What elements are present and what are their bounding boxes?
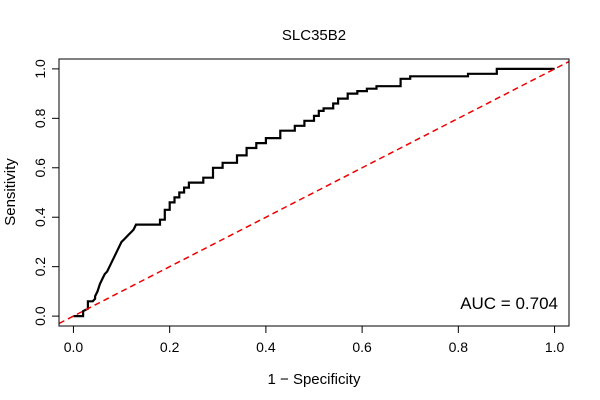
x-tick-label: 1.0 bbox=[545, 339, 565, 355]
x-axis: 0.0 0.2 0.4 0.6 0.8 1.0 bbox=[64, 326, 565, 355]
y-tick-label: 0.0 bbox=[32, 306, 48, 326]
x-axis-label: 1 − Specificity bbox=[268, 371, 361, 388]
x-tick-label: 0.4 bbox=[256, 339, 276, 355]
reference-diagonal-line bbox=[58, 60, 570, 325]
y-tick-label: 0.4 bbox=[32, 207, 48, 227]
plot-area bbox=[58, 58, 570, 327]
series-layer bbox=[58, 60, 570, 325]
y-axis-label: Sensitivity bbox=[2, 158, 19, 226]
y-tick-label: 0.2 bbox=[32, 257, 48, 277]
y-axis: 0.0 0.2 0.4 0.6 0.8 1.0 bbox=[32, 59, 59, 326]
x-tick-label: 0.2 bbox=[160, 339, 180, 355]
y-tick-label: 1.0 bbox=[32, 59, 48, 79]
x-tick-label: 0.0 bbox=[64, 339, 84, 355]
chart-title: SLC35B2 bbox=[282, 27, 346, 44]
roc-curve-line bbox=[73, 67, 555, 318]
y-tick-label: 0.6 bbox=[32, 158, 48, 178]
plot-frame bbox=[58, 58, 570, 327]
x-tick-label: 0.6 bbox=[352, 339, 372, 355]
y-tick-label: 0.8 bbox=[32, 108, 48, 128]
auc-annotation: AUC = 0.704 bbox=[460, 294, 558, 313]
x-tick-label: 0.8 bbox=[449, 339, 469, 355]
